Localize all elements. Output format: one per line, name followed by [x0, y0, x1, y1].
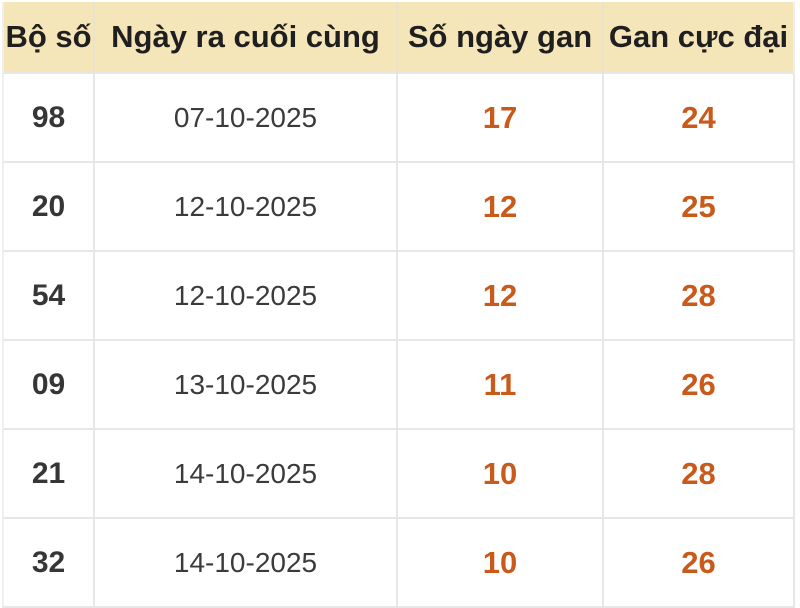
column-header-bo-so: Bộ số	[2, 2, 95, 74]
bo-so-value: 09	[2, 341, 95, 430]
bo-so-value: 32	[2, 519, 95, 608]
column-header-so-ngay-gan: Số ngày gan	[398, 2, 604, 74]
so-ngay-gan-value: 11	[398, 341, 604, 430]
last-date-value: 13-10-2025	[95, 341, 398, 430]
so-ngay-gan-value: 10	[398, 519, 604, 608]
so-ngay-gan-value: 17	[398, 74, 604, 163]
table-body: 98 07-10-2025 17 24 20 12-10-2025 12 25 54 12-10-…	[2, 74, 795, 608]
table-row: 09 13-10-2025 11 26	[2, 341, 795, 430]
last-date-value: 12-10-2025	[95, 252, 398, 341]
bo-so-value: 98	[2, 74, 95, 163]
last-date-value: 14-10-2025	[95, 519, 398, 608]
bo-so-value: 20	[2, 163, 95, 252]
gan-cuc-dai-value: 28	[604, 252, 795, 341]
so-ngay-gan-value: 12	[398, 252, 604, 341]
gan-cuc-dai-value: 26	[604, 341, 795, 430]
table-row: 21 14-10-2025 10 28	[2, 430, 795, 519]
gan-cuc-dai-value: 26	[604, 519, 795, 608]
gan-cuc-dai-value: 24	[604, 74, 795, 163]
column-header-gan-cuc-dai: Gan cực đại	[604, 2, 795, 74]
so-ngay-gan-value: 12	[398, 163, 604, 252]
table-row: 54 12-10-2025 12 28	[2, 252, 795, 341]
last-date-value: 12-10-2025	[95, 163, 398, 252]
last-date-value: 14-10-2025	[95, 430, 398, 519]
gan-cuc-dai-value: 25	[604, 163, 795, 252]
header-row: Bộ số Ngày ra cuối cùng Số ngày gan Gan …	[2, 2, 795, 74]
column-header-ngay-ra-cuoi-cung: Ngày ra cuối cùng	[95, 2, 398, 74]
table-row: 32 14-10-2025 10 26	[2, 519, 795, 608]
so-ngay-gan-value: 10	[398, 430, 604, 519]
gan-cuc-dai-value: 28	[604, 430, 795, 519]
bo-so-value: 54	[2, 252, 95, 341]
bo-so-value: 21	[2, 430, 95, 519]
table-row: 98 07-10-2025 17 24	[2, 74, 795, 163]
table-row: 20 12-10-2025 12 25	[2, 163, 795, 252]
last-date-value: 07-10-2025	[95, 74, 398, 163]
